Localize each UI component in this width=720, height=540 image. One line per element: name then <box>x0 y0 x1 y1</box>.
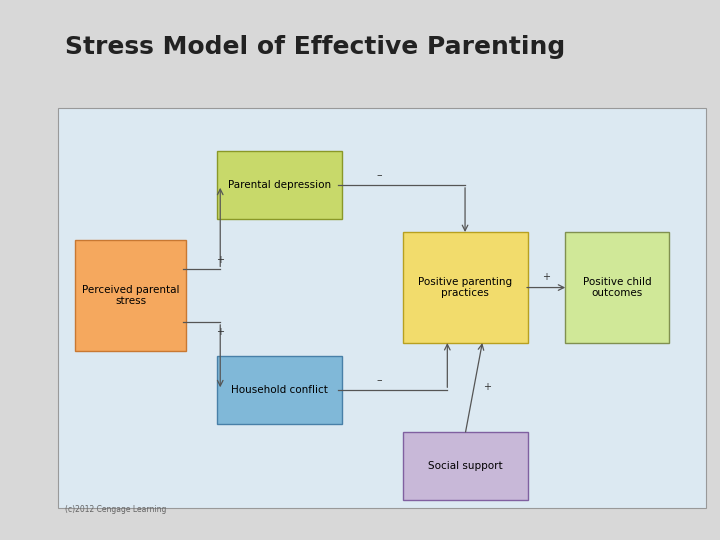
FancyBboxPatch shape <box>217 356 342 424</box>
Text: –: – <box>376 170 382 180</box>
Text: Household conflict: Household conflict <box>231 385 328 395</box>
FancyBboxPatch shape <box>402 432 528 500</box>
Text: +: + <box>216 254 224 265</box>
FancyBboxPatch shape <box>75 240 186 351</box>
Text: Positive child
outcomes: Positive child outcomes <box>582 276 652 298</box>
Text: Perceived parental
stress: Perceived parental stress <box>82 285 179 307</box>
Text: Social support: Social support <box>428 461 503 471</box>
Text: +: + <box>216 327 224 337</box>
Text: Parental depression: Parental depression <box>228 180 331 190</box>
Text: Positive parenting
practices: Positive parenting practices <box>418 276 512 298</box>
FancyBboxPatch shape <box>564 232 670 343</box>
FancyBboxPatch shape <box>217 151 342 219</box>
FancyBboxPatch shape <box>58 108 706 508</box>
Text: +: + <box>542 272 550 282</box>
Text: Stress Model of Effective Parenting: Stress Model of Effective Parenting <box>65 35 565 59</box>
Text: +: + <box>482 382 490 393</box>
Text: –: – <box>376 375 382 386</box>
FancyBboxPatch shape <box>402 232 528 343</box>
Text: (c)2012 Cengage Learning: (c)2012 Cengage Learning <box>65 505 166 514</box>
